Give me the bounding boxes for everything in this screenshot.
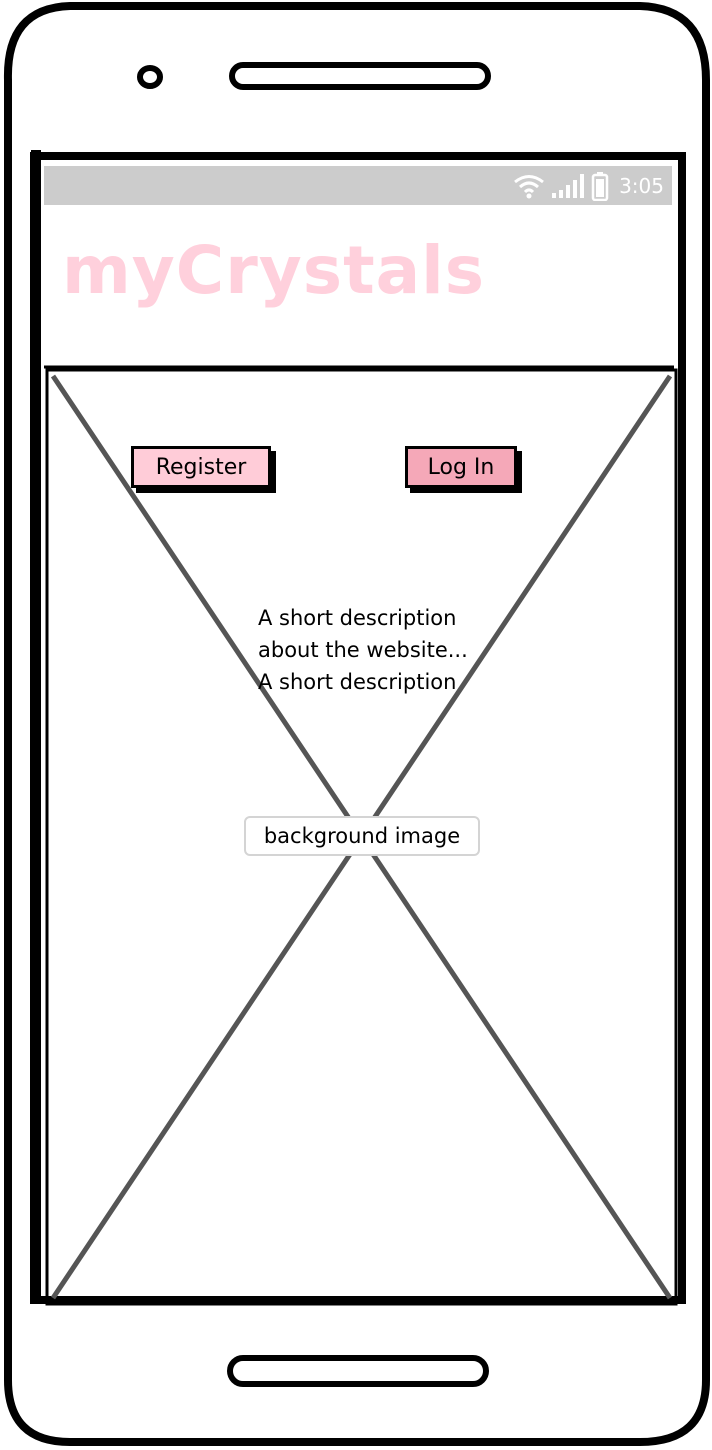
website-description: A short description about the website...… (258, 602, 498, 698)
description-line: A short description (258, 606, 457, 630)
signal-icon (552, 174, 585, 198)
status-time: 3:05 (619, 174, 664, 198)
phone-body (3, 2, 710, 1446)
home-button[interactable] (227, 1355, 489, 1387)
wifi-icon (514, 175, 545, 199)
speaker-icon (229, 62, 491, 90)
register-button[interactable]: Register (131, 446, 271, 488)
app-title: myCrystals (62, 232, 486, 309)
login-button[interactable]: Log In (405, 446, 517, 488)
background-image-placeholder (45, 368, 678, 1306)
description-line: A short description (258, 670, 457, 694)
status-icons: 3:05 (513, 171, 664, 201)
camera-icon (137, 65, 163, 89)
background-image-label: background image (244, 816, 480, 856)
status-bar: 3:05 (44, 166, 672, 205)
description-line: about the website... (258, 638, 468, 662)
battery-icon (591, 172, 609, 201)
